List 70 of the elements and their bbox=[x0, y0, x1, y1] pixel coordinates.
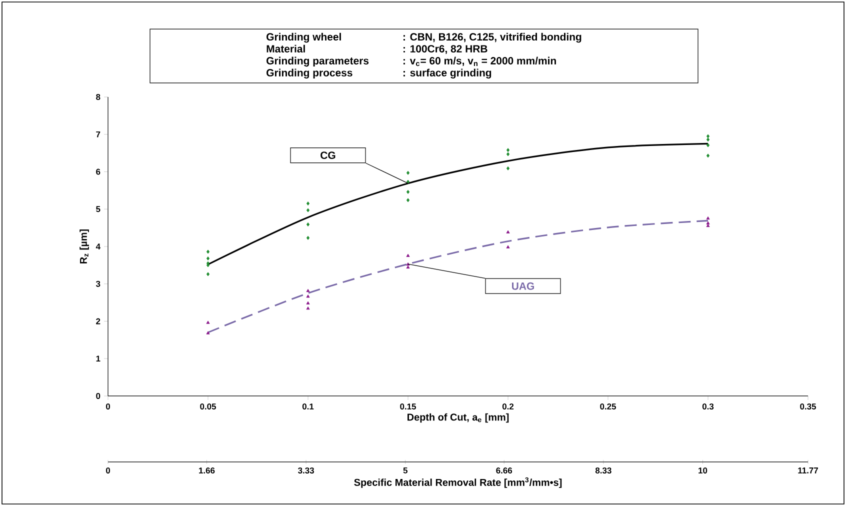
point bbox=[706, 138, 710, 142]
point bbox=[706, 224, 710, 228]
point bbox=[306, 306, 310, 310]
point bbox=[206, 272, 210, 276]
point bbox=[206, 320, 210, 324]
point bbox=[506, 148, 510, 152]
text: Grinding process bbox=[266, 68, 352, 79]
point bbox=[206, 250, 210, 254]
x2-tick-label: 8.33 bbox=[595, 468, 612, 474]
point bbox=[706, 134, 710, 138]
point bbox=[406, 254, 410, 257]
point bbox=[206, 331, 210, 334]
text: UAG bbox=[512, 282, 534, 290]
point bbox=[306, 288, 310, 292]
y-axis-title: R$_{z}$ [µm] bbox=[80, 229, 89, 264]
point bbox=[206, 256, 210, 260]
x2-tick-label: 3.33 bbox=[298, 468, 314, 474]
x2-tick-label: 10 bbox=[698, 468, 708, 474]
x-tick-label: 0.25 bbox=[600, 404, 616, 410]
x-tick-label: 0.1 bbox=[302, 404, 314, 410]
y-tick-label: 5 bbox=[96, 206, 100, 212]
point bbox=[706, 221, 710, 224]
point bbox=[706, 216, 710, 220]
point bbox=[406, 190, 410, 194]
y-tick-label: 6 bbox=[96, 168, 100, 175]
x2-tick-label: 6.66 bbox=[496, 468, 512, 474]
x2-tick-label: 1.66 bbox=[199, 468, 215, 474]
x-tick-label: 0.2 bbox=[502, 404, 514, 410]
text: : 100Cr6, 82 HRB bbox=[403, 45, 488, 54]
y-tick-label: 1 bbox=[96, 356, 100, 362]
text: Grinding parameters bbox=[266, 56, 369, 67]
point bbox=[306, 202, 310, 206]
y-tick-label: 0 bbox=[96, 392, 100, 399]
x-tick-label: 0.3 bbox=[702, 404, 714, 410]
x2-tick-label: 5 bbox=[403, 468, 408, 474]
point bbox=[306, 301, 310, 304]
point bbox=[506, 152, 510, 156]
line-series bbox=[207, 142, 709, 266]
point bbox=[306, 222, 310, 226]
text: : surface grinding bbox=[403, 68, 492, 79]
text: Material bbox=[266, 44, 305, 53]
text: : v$_{c}$= 60 m/s, v$_{n}$ = 2000 mm/min bbox=[403, 56, 556, 66]
y-tick-label: 7 bbox=[96, 131, 100, 138]
x-tick-label: 0.35 bbox=[800, 404, 816, 410]
y-tick-label: 4 bbox=[96, 244, 100, 250]
point bbox=[406, 265, 410, 269]
text: Grinding wheel bbox=[266, 32, 341, 43]
point bbox=[406, 170, 410, 175]
text: : CBN, B126, C125, vitrified bonding bbox=[403, 32, 582, 43]
x-axis-title: Depth of Cut, a$_{e}$ [mm] bbox=[408, 413, 509, 423]
point bbox=[706, 154, 710, 158]
point bbox=[306, 208, 310, 212]
x-tick-label: 0 bbox=[106, 404, 110, 410]
x2-tick-label: 11.77 bbox=[798, 468, 818, 474]
point bbox=[406, 180, 410, 184]
y-tick-label: 3 bbox=[96, 280, 100, 287]
y-tick-label: 2 bbox=[96, 318, 100, 324]
x-tick-label: 0.15 bbox=[400, 404, 416, 410]
point bbox=[506, 230, 510, 234]
x2-tick-label: 0 bbox=[106, 468, 110, 474]
point bbox=[306, 294, 310, 298]
x2-axis-title: Specific Material Removal Rate [mm$^{3}$/mm•s] bbox=[354, 477, 562, 488]
point bbox=[306, 236, 310, 240]
y-tick-label: 8 bbox=[96, 94, 100, 100]
point bbox=[706, 143, 710, 148]
text: CG bbox=[320, 152, 336, 160]
point bbox=[406, 198, 410, 202]
point bbox=[506, 166, 510, 170]
point bbox=[506, 245, 510, 248]
x-tick-label: 0.05 bbox=[200, 404, 216, 410]
